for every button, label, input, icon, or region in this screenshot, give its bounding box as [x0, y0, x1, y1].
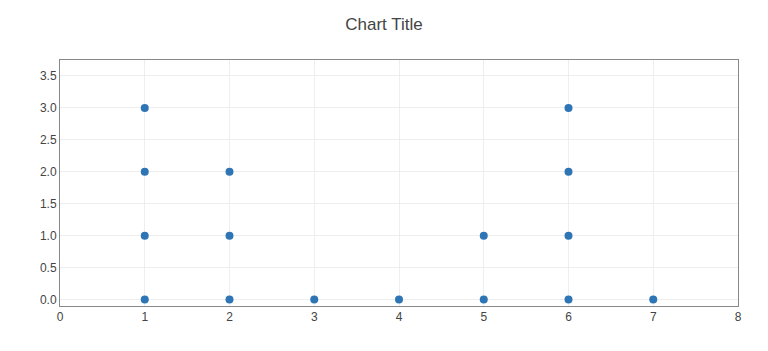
- svg-text:0: 0: [57, 310, 64, 324]
- svg-text:1: 1: [141, 310, 148, 324]
- svg-text:8: 8: [735, 310, 742, 324]
- svg-text:2.0: 2.0: [40, 165, 57, 179]
- svg-text:7: 7: [650, 310, 657, 324]
- svg-text:2: 2: [226, 310, 233, 324]
- svg-text:3: 3: [311, 310, 318, 324]
- svg-text:Chart Title: Chart Title: [345, 15, 422, 34]
- svg-text:2.5: 2.5: [40, 133, 57, 147]
- svg-text:1.5: 1.5: [40, 197, 57, 211]
- svg-text:0.0: 0.0: [40, 293, 57, 307]
- svg-text:6: 6: [565, 310, 572, 324]
- svg-text:3.0: 3.0: [40, 101, 57, 115]
- svg-text:1.0: 1.0: [40, 229, 57, 243]
- svg-text:4: 4: [396, 310, 403, 324]
- svg-text:3.5: 3.5: [40, 69, 57, 83]
- svg-text:0.5: 0.5: [40, 261, 57, 275]
- svg-text:5: 5: [480, 310, 487, 324]
